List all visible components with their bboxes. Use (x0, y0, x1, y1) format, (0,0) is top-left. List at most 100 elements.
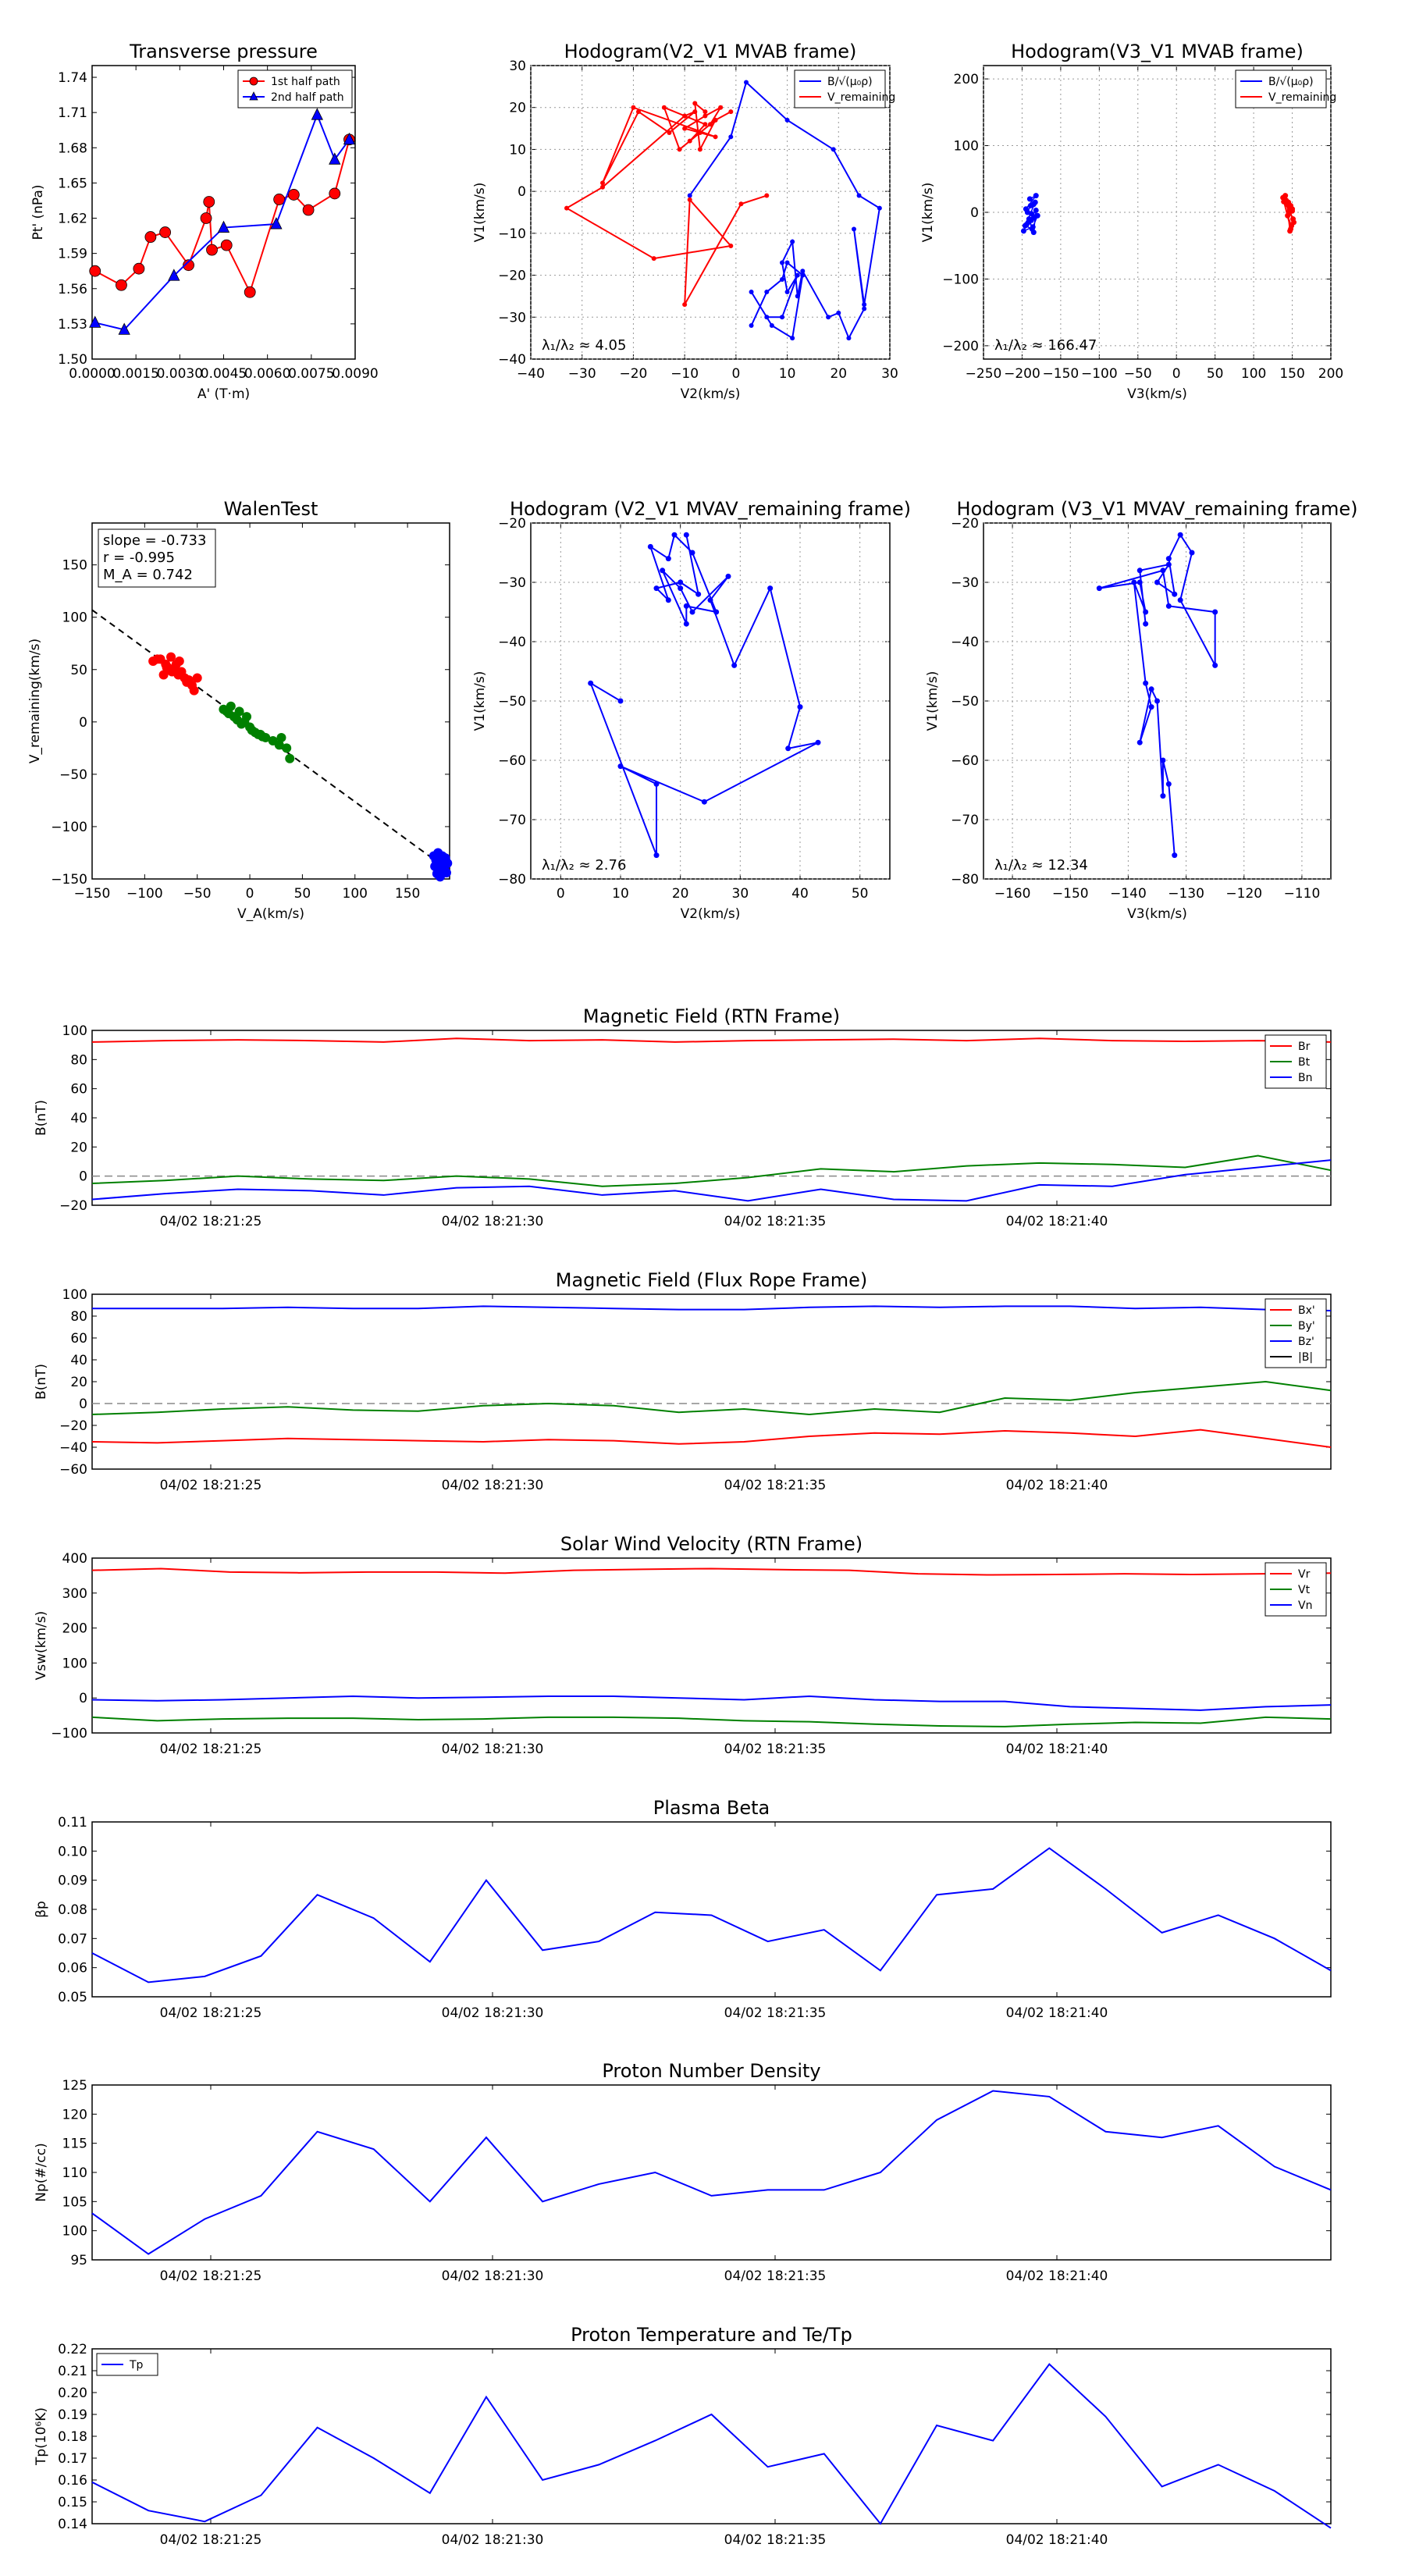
data-point (1030, 229, 1037, 236)
x-tick-label: 30 (732, 886, 749, 902)
stats-line-1: r = -0.995 (103, 550, 175, 566)
y-tick-label: 0.19 (58, 2407, 87, 2423)
data-point (1136, 579, 1143, 585)
data-point (166, 652, 176, 662)
data-point (1172, 852, 1178, 859)
data-point (159, 226, 172, 238)
chart-title: Hodogram(V3_V1 MVAB frame) (1011, 41, 1304, 62)
data-point (311, 108, 323, 120)
plot-frame (91, 2084, 1332, 2261)
chart-beta: Plasma Beta 0.05 0.06 0.07 0.08 0.09 0.10 0.11 0… (34, 1797, 1332, 2021)
y-tick-label: −40 (498, 352, 526, 368)
chart-title: Proton Number Density (602, 2060, 820, 2082)
y-tick-label: 1.53 (58, 317, 87, 333)
data-point (697, 130, 702, 135)
legend-label-0: B/√(μ₀ρ) (827, 76, 873, 88)
data-point (725, 573, 731, 579)
data-point (222, 706, 232, 717)
y-tick-label: 100 (62, 610, 87, 626)
x-axis-label: A' (T·m) (197, 386, 250, 402)
x-tick-label: 04/02 18:21:35 (724, 2268, 827, 2284)
data-point (1131, 579, 1137, 585)
data-point (687, 197, 692, 202)
x-tick-label: 150 (1279, 366, 1304, 382)
x-tick-label: 04/02 18:21:30 (442, 1742, 544, 1757)
data-point (133, 262, 145, 275)
data-point (764, 290, 770, 295)
x-tick-label: 30 (881, 366, 898, 382)
data-point (253, 729, 263, 739)
data-point (270, 217, 283, 229)
data-point (1026, 196, 1033, 202)
legend-label-3: |B| (1298, 1351, 1313, 1364)
x-tick-label: −50 (183, 886, 212, 902)
x-tick-label: 04/02 18:21:40 (1006, 2268, 1108, 2284)
series-line-Vr (91, 1567, 1332, 1576)
y-tick-label: 105 (62, 2194, 87, 2210)
series-line-1 (94, 112, 350, 331)
x-tick-label: 04/02 18:21:30 (442, 2005, 544, 2021)
data-point (667, 130, 672, 135)
series-line-Bn (91, 1159, 1332, 1202)
legend-box (1235, 69, 1327, 109)
x-tick-label: −130 (1168, 886, 1204, 902)
data-point (701, 799, 707, 805)
y-tick-label: 0.09 (58, 1873, 87, 1889)
y-tick-label: −20 (498, 269, 526, 284)
x-tick-label: 0.0045 (201, 366, 247, 382)
y-tick-label: −20 (59, 1198, 87, 1214)
y-tick-label: 100 (62, 2224, 87, 2240)
data-point (89, 315, 101, 328)
data-point (1160, 793, 1166, 799)
series-line-0 (688, 80, 880, 340)
data-point (682, 126, 688, 131)
legend-label-1: By' (1298, 1320, 1315, 1332)
chart-tp-temp: Proton Temperature and Te/Tp 0.14 0.15 0.16… (34, 2324, 1332, 2548)
y-tick-label: 115 (62, 2137, 87, 2152)
data-point (1177, 532, 1183, 538)
x-tick-label: 04/02 18:21:30 (442, 1478, 544, 1493)
chart-np: Proton Number Density 95 100 105 110 115 120 12… (34, 2060, 1332, 2284)
y-tick-label: −40 (59, 1440, 87, 1456)
data-point (678, 585, 684, 592)
x-tick-label: 04/02 18:21:25 (160, 2005, 262, 2021)
data-point (713, 117, 718, 123)
data-point (1143, 609, 1149, 615)
data-point (764, 193, 770, 198)
x-tick-label: −10 (670, 366, 699, 382)
data-point (800, 269, 806, 274)
y-tick-label: 0.17 (58, 2451, 87, 2467)
data-point (784, 117, 790, 123)
chart-transverse-pressure: Transverse pressure 1.50 1.53 1.56 1.59 1.62 1… (30, 41, 379, 402)
data-point (702, 113, 708, 119)
y-tick-label: 0.10 (58, 1844, 87, 1859)
data-point (1096, 585, 1102, 592)
data-point (826, 315, 831, 320)
y-tick-label: 1.71 (58, 105, 87, 121)
data-point (780, 260, 784, 265)
legend-label-1: V_remaining (827, 91, 895, 104)
x-tick-label: 200 (1318, 366, 1343, 382)
stats-line-2: M_A = 0.742 (103, 567, 193, 583)
y-axis-label: Vsw(km/s) (34, 1611, 49, 1681)
data-point (862, 306, 867, 311)
x-tick-label: 0 (731, 366, 740, 382)
x-axis-label: V2(km/s) (681, 386, 741, 402)
legend-label-2: Bz' (1298, 1336, 1314, 1348)
data-point (671, 532, 678, 538)
data-point (276, 732, 286, 742)
data-point (1027, 202, 1033, 208)
data-point (797, 704, 803, 710)
chart-hodogram-h4: Hodogram (V3_V1 MVAV_remaining frame) −80… (925, 498, 1358, 922)
plot-frame (91, 1821, 1332, 1998)
x-tick-label: −150 (1052, 886, 1089, 902)
data-point (653, 585, 660, 592)
legend-label-1: Bt (1298, 1056, 1311, 1069)
y-tick-label: −30 (951, 575, 979, 591)
x-tick-label: 10 (779, 366, 796, 382)
data-point (1033, 193, 1039, 199)
y-tick-label: 20 (70, 1140, 87, 1155)
y-tick-label: 40 (70, 1353, 87, 1368)
x-tick-label: 04/02 18:21:40 (1006, 1214, 1108, 1229)
series-line-Tp (91, 2363, 1332, 2529)
